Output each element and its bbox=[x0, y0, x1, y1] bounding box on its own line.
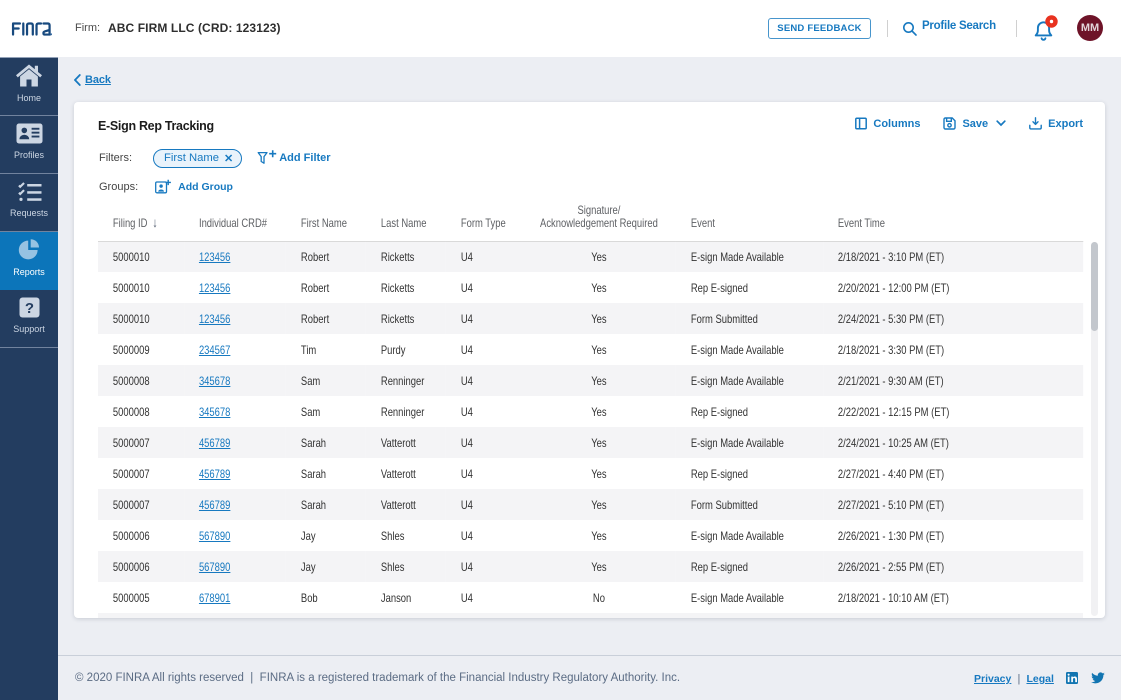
svg-text:?: ? bbox=[24, 300, 33, 317]
